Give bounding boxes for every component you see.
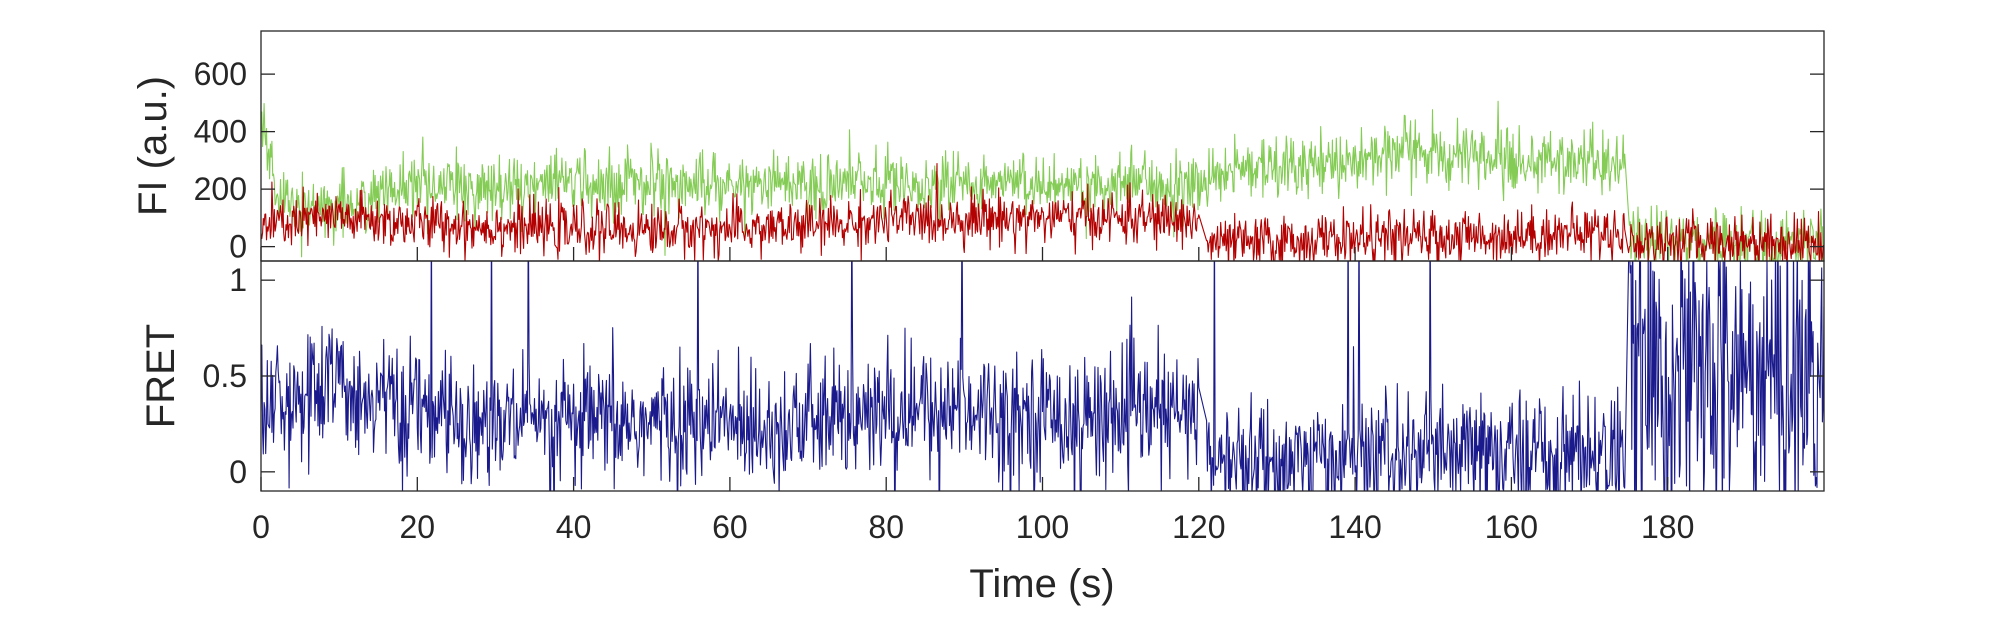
fret-y-axis-label: FRET [139,324,183,428]
x-tick-label: 80 [868,509,904,545]
x-tick-label: 20 [400,509,436,545]
fret-axes-box [260,260,1825,492]
y-tick-label: 200 [194,171,247,207]
fluorescence-y-axis-label: FI (a.u.) [131,76,175,216]
fret-panel: 00.51 0 20 40 60 80 100 120 140 160 180 FRET Time… [139,247,1824,606]
y-tick-label: 0.5 [203,358,247,394]
fluorescence-panel: 0 200 400 600 FI (a.u.) [131,56,1824,265]
x-tick-label: 100 [1016,509,1069,545]
fluorescence-y-ticks: 0 200 400 600 [194,56,1824,265]
y-tick-label: 400 [194,114,247,150]
x-tick-label: 40 [556,509,592,545]
x-tick-label: 180 [1641,509,1694,545]
fret-y-ticks: 00.51 [203,262,1824,490]
time-x-ticks: 0 20 40 60 80 100 120 140 160 180 [252,247,1694,545]
y-tick-label: 600 [194,56,247,92]
donor-trace-line [261,162,1824,261]
x-tick-label: 160 [1485,509,1538,545]
x-tick-label: 60 [712,509,748,545]
fluorescence-series [261,100,1824,261]
x-axis-label: Time (s) [969,562,1114,606]
y-tick-label: 0 [229,454,247,490]
x-tick-label: 0 [252,509,270,545]
x-tick-label: 120 [1172,509,1225,545]
fret-series [261,261,1824,491]
acceptor-trace-line [261,100,1824,261]
y-tick-label: 0 [229,229,247,265]
x-tick-label: 140 [1328,509,1381,545]
y-tick-label: 1 [229,262,247,298]
fret-trace-line [261,261,1824,491]
